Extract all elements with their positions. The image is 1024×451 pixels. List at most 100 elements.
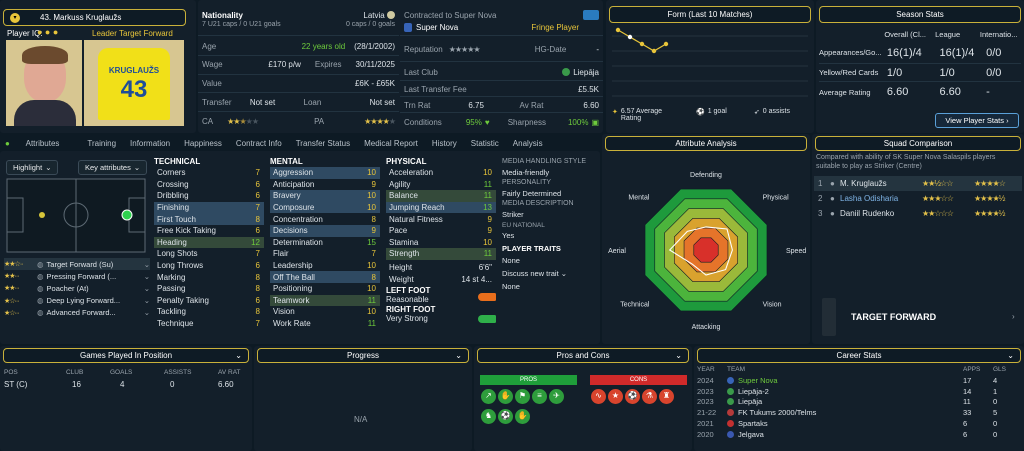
squad-row[interactable]: 3 ● Daniil Rudenko ★★☆☆☆ ★★★★½ xyxy=(814,206,1022,221)
form-point[interactable] xyxy=(639,41,645,47)
career-team[interactable]: Liepāja xyxy=(738,397,763,407)
attribute-row[interactable]: Balance 11 xyxy=(386,190,496,202)
pro-trait-icon[interactable]: ♞ xyxy=(481,409,496,424)
attribute-row[interactable]: Marking 8 xyxy=(154,271,264,283)
key-attributes-dropdown[interactable]: Key attributes ⌄ xyxy=(78,160,148,175)
attribute-row[interactable]: Work Rate 11 xyxy=(270,318,380,330)
pro-trait-icon[interactable]: ✈ xyxy=(549,389,564,404)
discuss-trait-dropdown[interactable]: Discuss new trait ⌄ xyxy=(502,268,568,278)
pro-trait-icon[interactable]: ⚽ xyxy=(498,409,513,424)
career-row[interactable]: 2023 Liepāja-2 14 1 xyxy=(697,386,1017,397)
pro-trait-icon[interactable]: ✋ xyxy=(498,389,513,404)
progress-title[interactable]: Progress ⌄ xyxy=(257,348,469,363)
attribute-row[interactable]: Decisions 9 xyxy=(270,224,380,237)
career-team[interactable]: FK Tukums 2000/Telms xyxy=(738,408,817,418)
attribute-row[interactable]: Determination 15 xyxy=(270,237,380,249)
chevron-down-icon[interactable]: ⌄ xyxy=(143,271,150,281)
role-row[interactable]: ★★··· ◍ Pressing Forward (... ⌄ xyxy=(4,270,150,282)
career-stats-title[interactable]: Career Stats ⌄ xyxy=(697,348,1021,363)
chevron-down-icon[interactable]: ⌄ xyxy=(143,308,150,318)
last-club-value[interactable]: Liepāja xyxy=(573,67,599,77)
career-row[interactable]: 21-22 FK Tukums 2000/Telms 33 5 xyxy=(697,407,1017,418)
chevron-right-icon[interactable]: › xyxy=(1012,312,1015,321)
tab-happiness[interactable]: Happiness xyxy=(184,139,222,148)
attribute-row[interactable]: Bravery 10 xyxy=(270,190,380,202)
attribute-row[interactable]: Passing 8 xyxy=(154,283,264,295)
pro-trait-icon[interactable]: ⚑ xyxy=(515,389,530,404)
pro-trait-icon[interactable]: ≡ xyxy=(532,389,547,404)
tab-analysis[interactable]: Analysis xyxy=(512,139,543,148)
contract-action-icon[interactable] xyxy=(583,10,599,20)
attribute-row[interactable]: Flair 7 xyxy=(270,248,380,260)
nationality-value[interactable]: Latvia xyxy=(363,11,395,20)
attribute-row[interactable]: Vision 10 xyxy=(270,306,380,318)
career-row[interactable]: 2023 Liepāja 11 0 xyxy=(697,397,1017,408)
form-point[interactable] xyxy=(651,48,657,54)
attribute-row[interactable]: Acceleration 10 xyxy=(386,167,496,179)
transfer-value[interactable]: Not set xyxy=(249,97,276,107)
games-position-title[interactable]: Games Played In Position ⌄ xyxy=(3,348,249,363)
role-row[interactable]: ★☆··· ◍ Advanced Forward... ⌄ xyxy=(4,307,150,319)
attribute-row[interactable]: Technique 7 xyxy=(154,318,264,330)
view-player-stats-button[interactable]: View Player Stats › xyxy=(935,113,1019,128)
tab-history[interactable]: History xyxy=(431,139,457,148)
squad-row[interactable]: 1 ● M. Kruglaužs ★★½☆☆ ★★★★☆ xyxy=(814,176,1022,191)
role-info-icon[interactable]: ◍ xyxy=(37,308,44,318)
attribute-row[interactable]: Strength 11 xyxy=(386,248,496,260)
attribute-row[interactable]: Dribbling 6 xyxy=(154,190,264,202)
role-row[interactable]: ★☆··· ◍ Deep Lying Forward... ⌄ xyxy=(4,295,150,307)
tab-training[interactable]: Training xyxy=(87,139,117,148)
career-row[interactable]: 2024 Super Nova 17 4 xyxy=(697,375,1017,386)
attribute-row[interactable]: Leadership 10 xyxy=(270,260,380,272)
form-point[interactable] xyxy=(615,27,621,33)
attribute-row[interactable]: Concentration 8 xyxy=(270,213,380,225)
attribute-row[interactable]: Aggression 10 xyxy=(270,167,380,179)
attribute-row[interactable]: Composure 10 xyxy=(270,201,380,214)
tab-attributes[interactable]: ● Attributes xyxy=(5,139,60,148)
attribute-row[interactable]: Pace 9 xyxy=(386,225,496,237)
attribute-row[interactable]: Corners 7 xyxy=(154,167,264,179)
attribute-row[interactable]: Off The Ball 8 xyxy=(270,271,380,283)
chevron-down-icon[interactable]: ⌄ xyxy=(143,259,150,269)
career-team[interactable]: Super Nova xyxy=(738,375,778,385)
tab-medical-report[interactable]: Medical Report xyxy=(364,139,418,148)
chevron-down-icon[interactable]: ⌄ xyxy=(143,283,150,293)
role-info-icon[interactable]: ◍ xyxy=(37,296,44,306)
squad-player-name[interactable]: Lasha Odisharia xyxy=(840,194,899,203)
con-trait-icon[interactable]: ⚽ xyxy=(625,389,640,404)
career-row[interactable]: 2020 Jelgava 6 0 xyxy=(697,429,1017,440)
attribute-row[interactable]: Jumping Reach 13 xyxy=(386,201,496,214)
attribute-row[interactable]: Stamina 10 xyxy=(386,237,496,249)
attribute-row[interactable]: Crossing 6 xyxy=(154,179,264,191)
attribute-row[interactable]: Long Shots 7 xyxy=(154,248,264,260)
role-info-icon[interactable]: ◍ xyxy=(37,271,44,281)
player-name-box[interactable]: ▾ 43. Markuss Kruglaužs xyxy=(3,9,186,26)
squad-player-name[interactable]: Daniil Rudenko xyxy=(840,209,895,218)
attribute-row[interactable]: Anticipation 9 xyxy=(270,179,380,191)
pro-trait-icon[interactable]: ✋ xyxy=(515,409,530,424)
career-team[interactable]: Jelgava xyxy=(738,429,764,439)
attribute-row[interactable]: Positioning 10 xyxy=(270,283,380,295)
role-row[interactable]: ★★☆·· ◍ Target Forward (Su) ⌄ xyxy=(4,258,150,271)
tab-information[interactable]: Information xyxy=(130,139,171,148)
form-point[interactable] xyxy=(663,41,669,47)
con-trait-icon[interactable]: ∿ xyxy=(591,389,606,404)
role-info-icon[interactable]: ◍ xyxy=(37,283,44,293)
con-trait-icon[interactable]: ♜ xyxy=(659,389,674,404)
attribute-row[interactable]: Penalty Taking 6 xyxy=(154,295,264,307)
attribute-row[interactable]: Natural Fitness 9 xyxy=(386,213,496,225)
role-row[interactable]: ★★··· ◍ Poacher (At) ⌄ xyxy=(4,282,150,294)
tab-contract-info[interactable]: Contract Info xyxy=(235,139,282,148)
form-point[interactable] xyxy=(627,34,633,40)
career-row[interactable]: 2021 Spartaks 6 0 xyxy=(697,418,1017,429)
chevron-down-icon[interactable]: ⌄ xyxy=(143,296,150,306)
loan-value[interactable]: Not set xyxy=(369,97,395,107)
career-team[interactable]: Liepāja-2 xyxy=(738,386,769,396)
highlight-dropdown[interactable]: Highlight ⌄ xyxy=(6,160,59,175)
club-name[interactable]: Super Nova xyxy=(416,22,459,32)
squad-player-name[interactable]: M. Kruglaužs xyxy=(840,179,887,188)
pro-trait-icon[interactable]: ↗ xyxy=(481,389,496,404)
career-team[interactable]: Spartaks xyxy=(738,419,768,429)
con-trait-icon[interactable]: ★ xyxy=(608,389,623,404)
attribute-row[interactable]: First Touch 8 xyxy=(154,213,264,225)
